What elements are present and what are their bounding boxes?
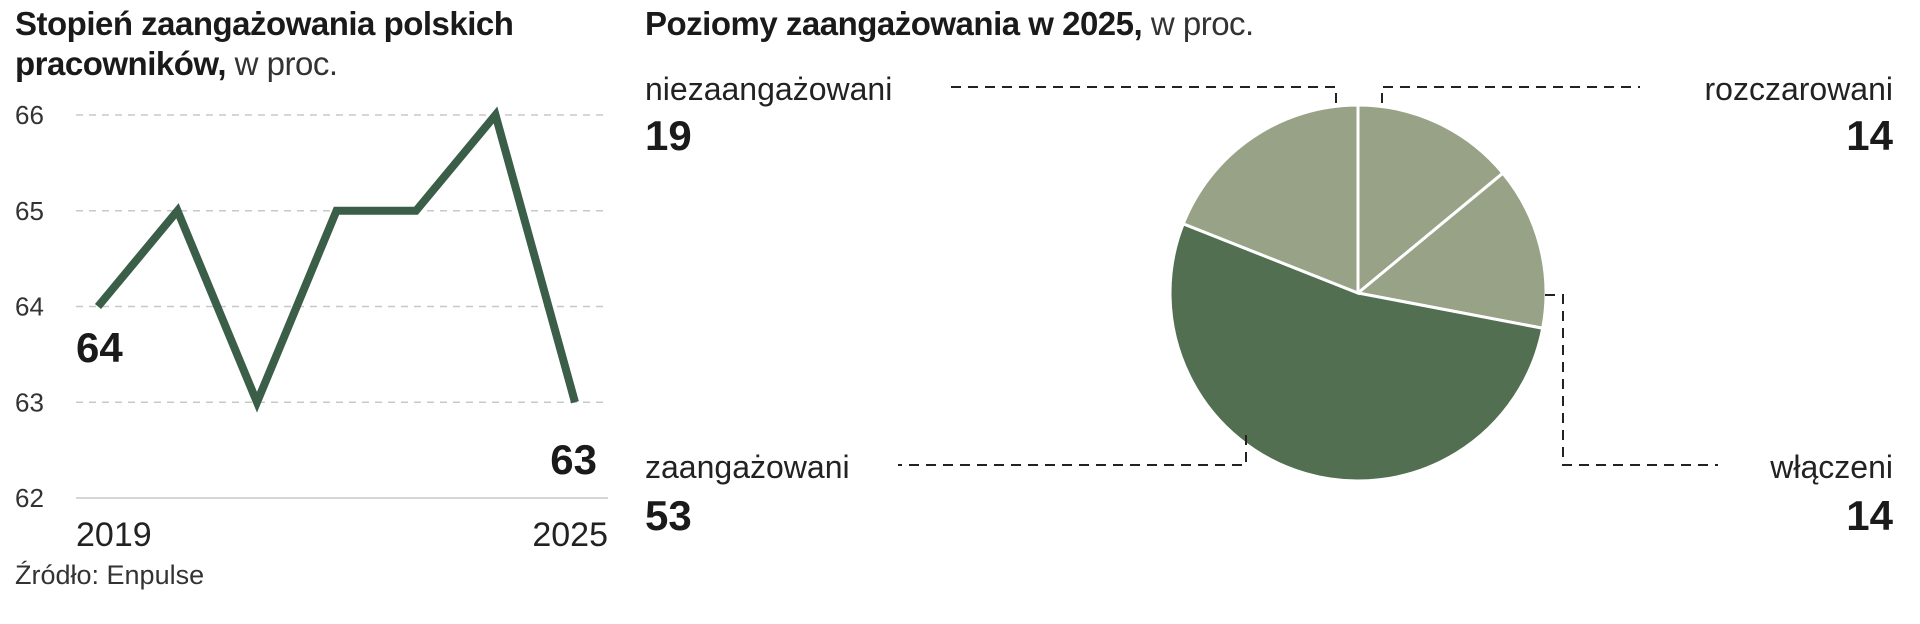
y-tick-label: 66: [15, 100, 44, 130]
y-tick-label: 62: [15, 483, 44, 513]
slice-label-wlaczeni: włączeni: [1769, 449, 1893, 485]
slice-value-niezaangazowani: 19: [645, 112, 692, 159]
x-tick-label-end: 2025: [532, 516, 608, 554]
pie-chart-title: Poziomy zaangażowania w 2025, w proc.: [645, 4, 1445, 44]
slice-niezaangazowani: [1181, 103, 1360, 296]
line-chart-title: Stopień zaangażowania polskich pracownik…: [15, 4, 615, 84]
y-tick-label: 63: [15, 387, 44, 417]
slice-label-rozczarowani: rozczarowani: [1704, 71, 1893, 107]
slice-value-wlaczeni: 14: [1846, 492, 1893, 539]
slice-value-zaangazowani: 53: [645, 492, 692, 539]
slice-label-zaangazowani: zaangażowani: [645, 449, 850, 485]
leader-line-wlaczeni: [1545, 294, 1718, 466]
y-tick-label: 64: [15, 292, 44, 322]
line-chart-title-bold: Stopień zaangażowania polskich pracownik…: [15, 5, 514, 82]
line-chart: 62 63 64 65 66 2019 2025 64 63: [15, 100, 608, 554]
slice-wlaczeni: [1354, 171, 1548, 330]
source-note: Źródło: Enpulse: [15, 560, 205, 590]
pie-chart-title-bold: Poziomy zaangażowania w 2025,: [645, 5, 1143, 42]
slice-zaangazowani: [1168, 221, 1545, 483]
pie-chart: rozczarowani 14 włączeni 14 zaangażowani 53 ni…: [645, 71, 1894, 539]
pie-chart-title-unit: w proc.: [1142, 5, 1254, 42]
series-line: [94, 106, 579, 413]
slice-rozczarowani: [1356, 103, 1505, 297]
y-tick-label: 65: [15, 196, 44, 226]
leader-line-niezaangazowani: [948, 86, 1337, 103]
leader-line-rozczarowani: [1381, 86, 1640, 103]
start-value-label: 64: [76, 324, 123, 371]
slice-value-rozczarowani: 14: [1846, 112, 1893, 159]
end-value-label: 63: [550, 436, 597, 483]
line-chart-title-unit: w proc.: [225, 45, 338, 82]
x-tick-label-start: 2019: [76, 516, 152, 554]
slice-label-niezaangazowani: niezaangażowani: [645, 71, 892, 107]
leader-line-zaangazowani: [898, 435, 1247, 466]
